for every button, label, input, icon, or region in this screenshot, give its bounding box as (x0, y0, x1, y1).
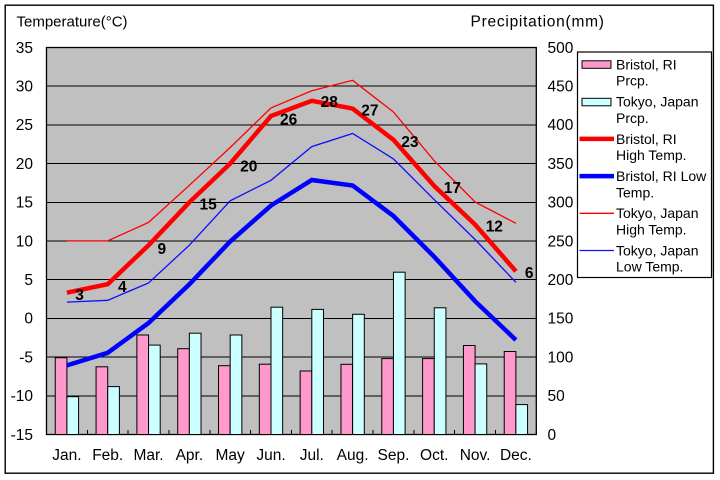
svg-text:250: 250 (548, 233, 574, 250)
svg-text:20: 20 (16, 156, 34, 173)
svg-text:28: 28 (321, 94, 339, 111)
svg-text:23: 23 (401, 134, 419, 151)
svg-text:Sep.: Sep. (377, 447, 409, 464)
svg-text:12: 12 (486, 219, 503, 236)
svg-text:Low Temp.: Low Temp. (616, 259, 683, 275)
svg-text:0: 0 (548, 427, 557, 444)
svg-text:25: 25 (16, 117, 33, 134)
svg-text:500: 500 (548, 40, 574, 57)
svg-text:200: 200 (548, 272, 574, 289)
svg-text:15: 15 (16, 195, 33, 212)
svg-text:10: 10 (16, 233, 34, 250)
svg-text:15: 15 (200, 196, 218, 213)
svg-text:35: 35 (16, 40, 33, 57)
svg-text:450: 450 (548, 79, 574, 96)
svg-text:30: 30 (16, 79, 34, 96)
svg-text:Prcp.: Prcp. (616, 73, 649, 89)
svg-text:Prcp.: Prcp. (616, 110, 649, 126)
svg-text:Bristol, RI Low: Bristol, RI Low (616, 168, 707, 184)
svg-text:High Temp.: High Temp. (616, 222, 687, 238)
svg-text:27: 27 (361, 102, 378, 119)
svg-text:-10: -10 (11, 388, 34, 405)
svg-text:Oct.: Oct. (420, 447, 448, 464)
svg-text:-15: -15 (11, 427, 33, 444)
svg-text:High Temp.: High Temp. (616, 147, 687, 163)
svg-text:Bristol, RI: Bristol, RI (616, 131, 677, 147)
svg-text:4: 4 (118, 279, 127, 296)
svg-text:26: 26 (280, 111, 298, 128)
svg-text:Temp.: Temp. (616, 184, 654, 200)
svg-text:-5: -5 (19, 349, 33, 366)
svg-text:6: 6 (525, 265, 534, 282)
svg-text:3: 3 (75, 287, 84, 304)
svg-text:Aug.: Aug. (337, 447, 369, 464)
svg-text:20: 20 (240, 158, 257, 175)
svg-text:400: 400 (548, 117, 574, 134)
svg-text:Temperature(°C): Temperature(°C) (17, 14, 128, 31)
svg-text:17: 17 (444, 180, 461, 197)
svg-text:Tokyo, Japan: Tokyo, Japan (616, 205, 699, 221)
svg-text:Dec.: Dec. (500, 447, 532, 464)
svg-text:9: 9 (158, 241, 167, 258)
svg-text:Precipitation(mm): Precipitation(mm) (471, 14, 605, 31)
svg-text:100: 100 (548, 349, 574, 366)
svg-text:Tokyo, Japan: Tokyo, Japan (616, 242, 699, 258)
svg-text:350: 350 (548, 156, 574, 173)
svg-text:5: 5 (24, 272, 33, 289)
svg-text:May: May (216, 447, 246, 464)
svg-text:Nov.: Nov. (460, 447, 491, 464)
svg-text:Jan.: Jan. (52, 447, 81, 464)
svg-text:150: 150 (548, 311, 574, 328)
svg-text:Mar.: Mar. (133, 447, 163, 464)
svg-text:Feb.: Feb. (92, 447, 123, 464)
svg-text:50: 50 (548, 388, 566, 405)
svg-text:Apr.: Apr. (176, 447, 204, 464)
svg-text:Bristol, RI: Bristol, RI (616, 56, 677, 72)
svg-text:Jul.: Jul. (300, 447, 324, 464)
svg-text:Tokyo, Japan: Tokyo, Japan (616, 94, 699, 110)
svg-text:0: 0 (24, 311, 33, 328)
svg-text:Jun.: Jun. (256, 447, 285, 464)
svg-text:300: 300 (548, 195, 574, 212)
